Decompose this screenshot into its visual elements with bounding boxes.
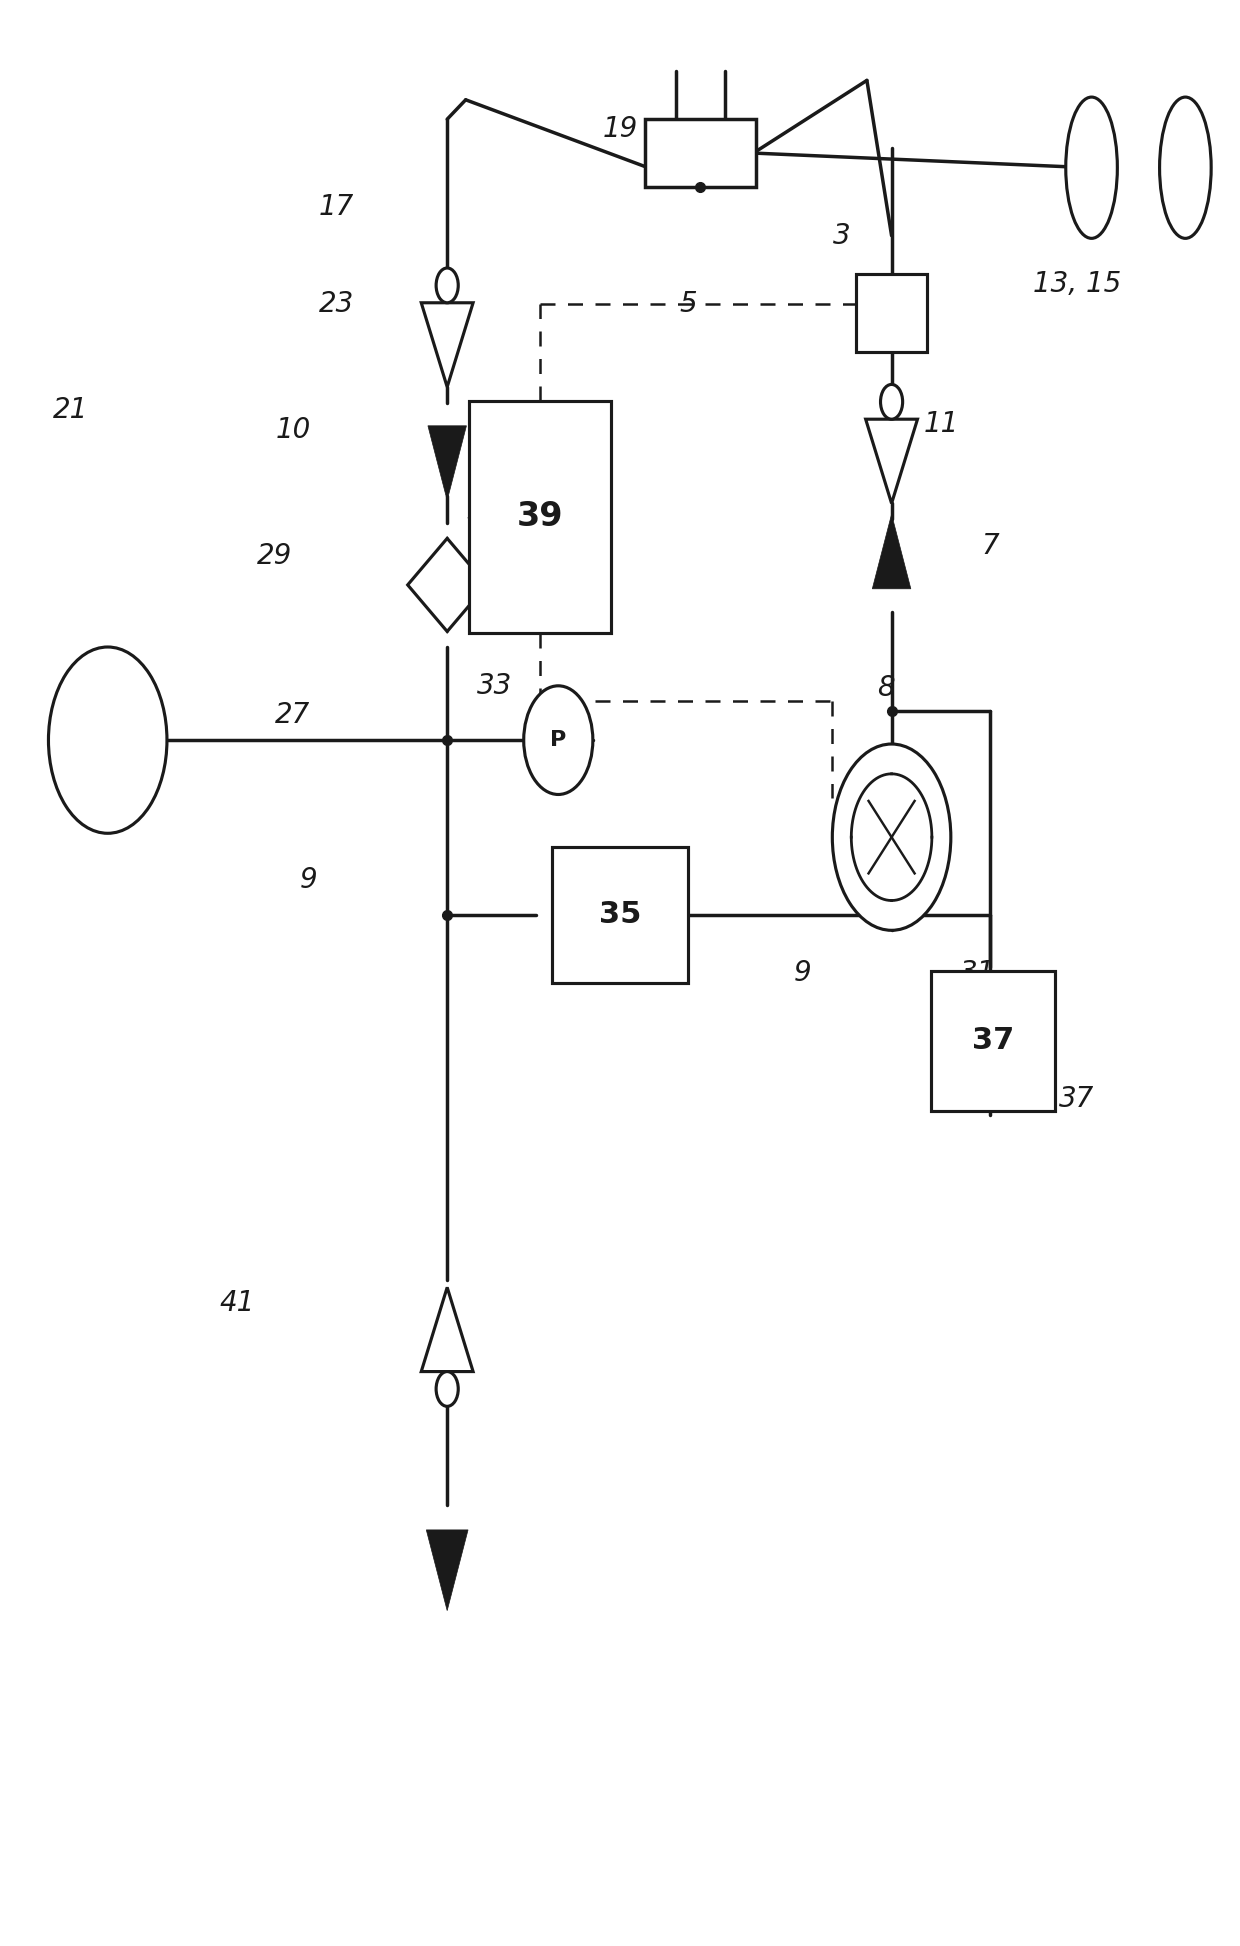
Bar (469, 401, 611, 632)
Text: 23: 23 (319, 290, 353, 317)
Bar (856, 274, 928, 352)
Bar (645, 119, 756, 187)
Text: 10: 10 (275, 416, 310, 444)
Text: 7: 7 (982, 531, 999, 560)
Text: 39: 39 (517, 500, 563, 533)
Text: 8: 8 (877, 673, 894, 703)
Ellipse shape (1159, 97, 1211, 237)
Bar (931, 971, 1054, 1111)
Text: 9: 9 (300, 866, 317, 893)
Text: 41: 41 (219, 1288, 255, 1317)
Circle shape (48, 646, 167, 833)
Text: 19: 19 (603, 115, 637, 142)
Polygon shape (422, 1288, 474, 1372)
Circle shape (880, 385, 903, 418)
Text: 17: 17 (319, 193, 353, 220)
Text: 11: 11 (924, 411, 959, 438)
Text: 21: 21 (53, 397, 88, 424)
Text: 25: 25 (78, 687, 113, 716)
Circle shape (436, 269, 459, 304)
Circle shape (436, 1372, 459, 1407)
Text: 27: 27 (275, 701, 310, 730)
Ellipse shape (1065, 97, 1117, 237)
Circle shape (832, 743, 951, 930)
Polygon shape (872, 514, 911, 590)
Text: 37: 37 (972, 1026, 1014, 1055)
Polygon shape (866, 418, 918, 504)
Circle shape (523, 685, 593, 794)
Text: 31: 31 (960, 959, 996, 987)
Polygon shape (428, 426, 466, 500)
Text: 37: 37 (1059, 1086, 1095, 1113)
Polygon shape (408, 539, 486, 632)
Text: 1: 1 (740, 163, 759, 191)
Polygon shape (427, 1530, 467, 1611)
Text: 35: 35 (599, 901, 641, 930)
Text: P: P (551, 730, 567, 749)
Text: 33: 33 (476, 671, 512, 701)
Text: 29: 29 (257, 541, 291, 570)
Polygon shape (422, 304, 474, 387)
Text: 13, 15: 13, 15 (1033, 270, 1121, 298)
Text: 3: 3 (833, 222, 851, 249)
Text: 5: 5 (680, 290, 697, 317)
Text: 9: 9 (794, 959, 811, 987)
Bar (552, 847, 688, 983)
